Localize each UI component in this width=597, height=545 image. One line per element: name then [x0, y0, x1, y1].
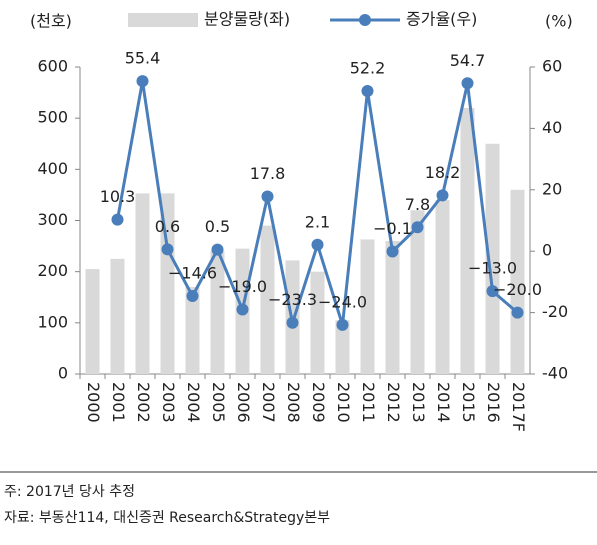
x-tick-label: 2003	[159, 382, 178, 423]
y-tick-label: 300	[37, 210, 68, 229]
x-tick-label: 2001	[109, 382, 128, 423]
bar	[135, 193, 150, 374]
x-tick-label: 2005	[209, 382, 228, 423]
x-tick-label: 2017F	[509, 382, 528, 432]
data-label: 54.7	[450, 51, 486, 70]
data-label: 55.4	[125, 49, 161, 68]
marker	[486, 285, 499, 298]
data-label: −23.3	[268, 290, 317, 309]
x-tick-label: 2015	[459, 382, 478, 423]
bar	[335, 320, 350, 374]
marker	[511, 306, 524, 319]
marker	[361, 84, 374, 97]
data-label: −13.0	[468, 259, 517, 278]
y2-tick-label: 0	[542, 241, 552, 260]
bar	[260, 225, 275, 374]
marker	[286, 316, 299, 329]
marker	[386, 245, 399, 258]
y2-tick-label: -20	[542, 302, 568, 321]
y-tick-label: 400	[37, 159, 68, 178]
x-tick-label: 2014	[434, 382, 453, 423]
marker	[161, 243, 174, 256]
data-label: 17.8	[250, 164, 286, 183]
y-tick-label: 0	[58, 364, 68, 383]
x-tick-label: 2006	[234, 382, 253, 423]
legend-swatch	[359, 14, 371, 26]
bar	[310, 271, 325, 374]
marker	[211, 243, 224, 256]
x-tick-label: 2002	[134, 382, 153, 423]
bar	[110, 258, 125, 374]
y-tick-label: 100	[37, 312, 68, 331]
bar	[435, 200, 450, 374]
data-label: 0.5	[205, 217, 230, 236]
marker	[336, 318, 349, 331]
x-tick-label: 2000	[84, 382, 103, 423]
data-label: 18.2	[425, 163, 461, 182]
marker	[261, 190, 274, 203]
y2-tick-label: 60	[542, 57, 562, 76]
data-label: 0.6	[155, 217, 180, 236]
y-tick-label: 500	[37, 108, 68, 127]
bar	[385, 240, 400, 374]
data-label: 7.8	[405, 195, 430, 214]
y2-axis-label: (%)	[545, 12, 573, 31]
legend-swatch	[128, 13, 198, 27]
bar	[210, 251, 225, 374]
bar	[85, 269, 100, 374]
y2-tick-label: 40	[542, 118, 562, 137]
marker	[311, 238, 324, 251]
data-label: −19.0	[218, 277, 267, 296]
x-tick-label: 2011	[359, 382, 378, 423]
marker	[111, 213, 124, 226]
x-tick-label: 2009	[309, 382, 328, 423]
bar	[160, 193, 175, 374]
y-axis-label: (천호)	[30, 12, 72, 31]
marker	[461, 77, 474, 90]
bar	[360, 239, 375, 374]
x-tick-label: 2016	[484, 382, 503, 423]
note: 주: 2017년 당사 추정	[4, 484, 135, 500]
y-tick-label: 200	[37, 261, 68, 280]
x-tick-label: 2012	[384, 382, 403, 423]
x-tick-label: 2004	[184, 382, 203, 423]
bar	[460, 107, 475, 374]
data-label: −20.0	[493, 280, 542, 299]
data-label: 52.2	[350, 58, 386, 77]
x-tick-label: 2008	[284, 382, 303, 423]
data-label: −0.1	[373, 219, 412, 238]
source: 자료: 부동산114, 대신증권 Research&Strategy본부	[4, 510, 330, 526]
marker	[411, 221, 424, 234]
legend-label: 분양물량(좌)	[204, 10, 290, 29]
y-tick-label: 600	[37, 57, 68, 76]
x-tick-label: 2010	[334, 382, 353, 423]
bar	[485, 143, 500, 374]
y2-tick-label: 20	[542, 179, 562, 198]
data-label: −24.0	[318, 292, 367, 311]
data-label: −14.6	[168, 264, 217, 283]
bar	[185, 287, 200, 374]
marker	[436, 189, 449, 202]
bar	[510, 189, 525, 374]
marker	[186, 290, 199, 303]
y2-tick-label: -40	[542, 364, 568, 383]
x-tick-label: 2007	[259, 382, 278, 423]
data-label: 10.3	[100, 187, 136, 206]
bar	[410, 210, 425, 374]
x-tick-label: 2013	[409, 382, 428, 423]
data-label: 2.1	[305, 212, 330, 231]
legend-label: 증가율(우)	[406, 10, 477, 29]
marker	[136, 75, 149, 88]
marker	[236, 303, 249, 316]
